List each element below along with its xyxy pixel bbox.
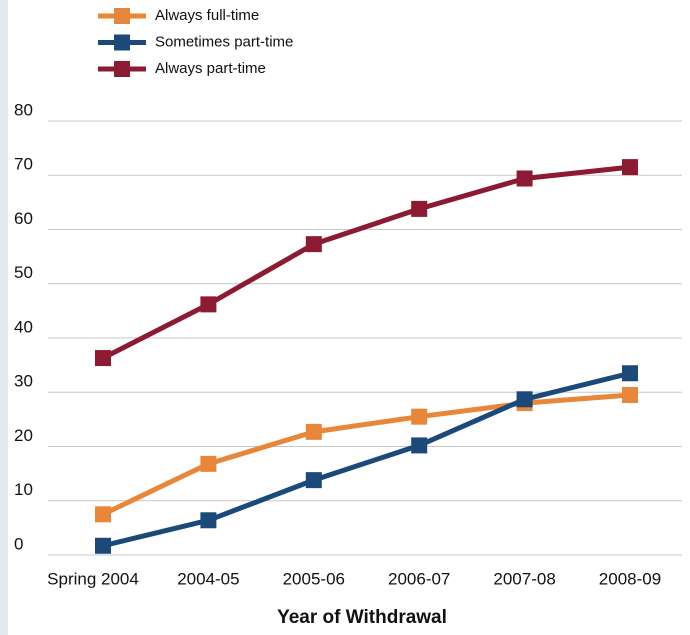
- legend-marker: [114, 8, 130, 24]
- x-tick-label: 2004-05: [177, 569, 239, 588]
- data-point: [200, 296, 217, 313]
- legend-marker: [114, 61, 130, 77]
- x-tick-label: 2005-06: [283, 569, 345, 588]
- data-point: [411, 200, 428, 217]
- data-point: [516, 170, 533, 187]
- x-tick-label: 2007-08: [493, 569, 555, 588]
- y-tick-label: 70: [14, 155, 33, 174]
- data-point: [95, 350, 111, 367]
- y-tick-label: 80: [14, 100, 33, 119]
- x-tick-label: 2006-07: [388, 569, 450, 588]
- y-tick-label: 20: [14, 426, 33, 445]
- data-point: [95, 506, 111, 523]
- data-point: [200, 512, 217, 529]
- y-tick-label: 0: [14, 534, 23, 553]
- x-tick-label: Spring 2004: [47, 569, 139, 588]
- data-point: [305, 236, 322, 253]
- legend-marker: [114, 34, 130, 51]
- series-line: [102, 370, 631, 549]
- legend-label: Always full-time: [155, 7, 259, 24]
- data-point: [305, 423, 322, 440]
- data-point: [95, 537, 111, 554]
- y-tick-label: 10: [14, 480, 33, 499]
- data-point: [411, 408, 428, 425]
- series-line: [101, 392, 631, 517]
- legend-label: Always part-time: [155, 60, 266, 77]
- legend-label: Sometimes part-time: [155, 33, 293, 50]
- series-line: [101, 164, 631, 361]
- data-point: [516, 391, 533, 408]
- y-tick-label: 40: [14, 317, 33, 336]
- data-point: [200, 455, 217, 472]
- data-point: [305, 472, 322, 489]
- data-point: [411, 437, 428, 454]
- y-tick-label: 60: [14, 209, 33, 228]
- data-point: [622, 386, 638, 403]
- x-axis-label: Year of Withdrawal: [277, 607, 447, 628]
- data-point: [622, 159, 638, 176]
- data-point: [622, 365, 638, 382]
- y-tick-label: 50: [14, 263, 33, 282]
- y-tick-label: 30: [14, 372, 33, 391]
- side-strip: [0, 0, 8, 635]
- x-tick-label: 2008-09: [599, 569, 661, 588]
